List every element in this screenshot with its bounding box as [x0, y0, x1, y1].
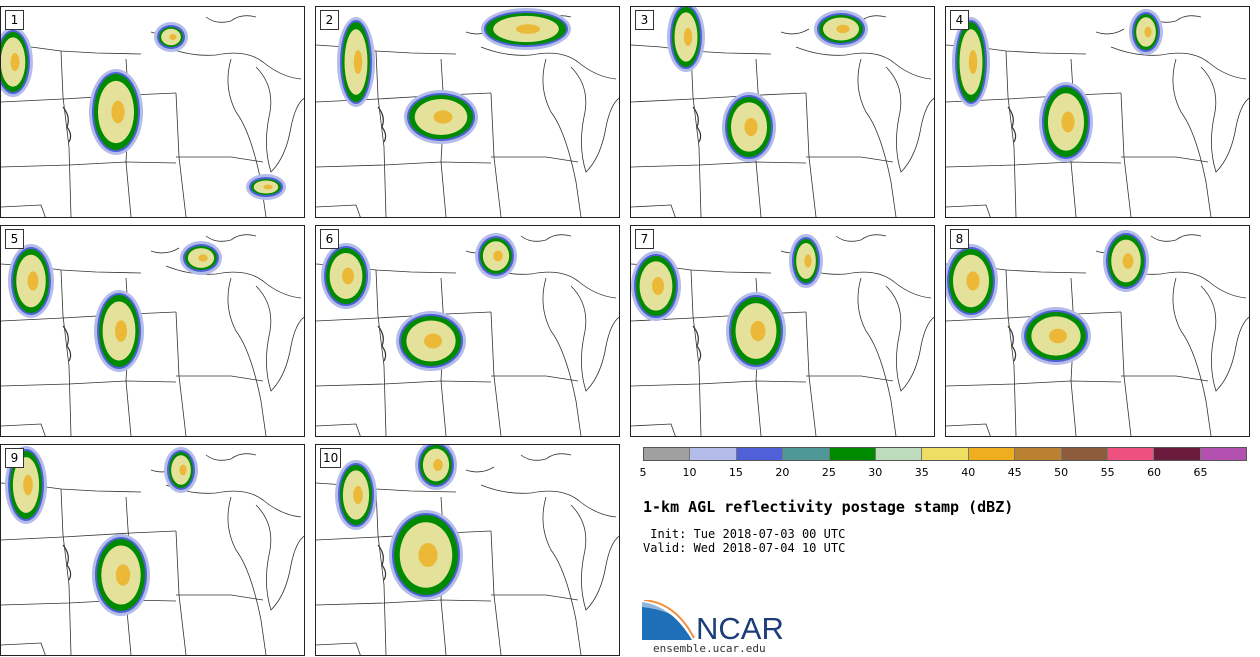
stamp-panel-10: 10	[315, 444, 620, 656]
ncar-logo-text: NCAR	[696, 611, 784, 645]
stamp-map	[316, 8, 619, 217]
ncar-logo: NCAR	[642, 600, 784, 645]
storm-hot	[418, 543, 438, 567]
stamp-map	[1, 234, 304, 436]
colorbar-segment	[1015, 448, 1062, 460]
colorbar-tick: 20	[775, 466, 790, 479]
storm-hot	[353, 486, 363, 504]
panel-number: 6	[320, 229, 339, 249]
storm-hot	[111, 100, 125, 124]
stamp-panel-3: 3	[630, 6, 935, 218]
panel-number: 3	[635, 10, 654, 30]
panel-number: 10	[320, 448, 342, 468]
colorbar-segment	[644, 448, 691, 460]
colorbar-segment	[922, 448, 969, 460]
colorbar-segment	[829, 448, 876, 460]
storm-hot	[968, 50, 978, 74]
stamp-panel-9: 9	[0, 444, 305, 656]
init-time: Init: Tue 2018-07-03 00 UTC	[643, 527, 846, 541]
stamp-panel-2: 2	[315, 6, 620, 218]
colorbar-segment	[1154, 448, 1201, 460]
storm-hot	[1061, 111, 1075, 133]
colorbar-tick: 5	[639, 466, 647, 479]
storm-hot	[27, 271, 39, 291]
colorbar-segment	[968, 448, 1016, 460]
stamp-panel-7: 7	[630, 225, 935, 437]
storm-hot	[198, 254, 208, 262]
colorbar-tick: 25	[821, 466, 836, 479]
panel-number: 2	[320, 10, 339, 30]
panel-number: 4	[950, 10, 969, 30]
stamp-panel-5: 5	[0, 225, 305, 437]
storm-hot	[115, 320, 127, 342]
storm-hot	[1144, 26, 1152, 38]
colorbar-segment	[690, 448, 737, 460]
colorbar-tick: 30	[868, 466, 883, 479]
logo-url: ensemble.ucar.edu	[653, 642, 766, 655]
storm-hot	[433, 459, 443, 471]
panel-number: 1	[5, 10, 24, 30]
panel-number: 9	[5, 448, 24, 468]
storm-hot	[10, 53, 20, 71]
stamp-panel-8: 8	[945, 225, 1250, 437]
colorbar-tick: 15	[728, 466, 743, 479]
storm-hot	[750, 320, 766, 342]
colorbar-tick: 35	[914, 466, 929, 479]
storm-hot	[493, 250, 503, 262]
stamp-map	[316, 445, 619, 655]
stamp-map	[316, 233, 619, 436]
colorbar-tick: 65	[1193, 466, 1208, 479]
valid-time: Valid: Wed 2018-07-04 10 UTC	[643, 541, 846, 555]
stamp-map	[1, 446, 304, 655]
stamp-panel-4: 4	[945, 6, 1250, 218]
storm-hot	[433, 110, 453, 124]
colorbar-segment	[1061, 448, 1108, 460]
storm-hot	[804, 254, 812, 268]
storm-hot	[263, 184, 273, 190]
stamp-panel-1: 1	[0, 6, 305, 218]
stamp-map	[631, 234, 934, 436]
stamp-map	[631, 7, 934, 217]
colorbar-segment	[783, 448, 830, 460]
reflectivity-colorbar	[643, 447, 1247, 461]
stamp-map	[946, 9, 1249, 217]
storm-hot	[1122, 253, 1134, 269]
storm-hot	[836, 24, 850, 34]
colorbar-segment	[736, 448, 784, 460]
storm-hot	[683, 28, 693, 46]
colorbar-tick: 55	[1100, 466, 1115, 479]
colorbar-segment	[875, 448, 923, 460]
colorbar-tick: 45	[1007, 466, 1022, 479]
storm-hot	[424, 333, 442, 349]
storm-hot	[744, 118, 758, 136]
colorbar-tick: 10	[682, 466, 697, 479]
storm-hot	[179, 464, 187, 476]
storm-hot	[169, 34, 177, 40]
storm-hot	[516, 24, 540, 34]
panel-number: 8	[950, 229, 969, 249]
stamp-map	[1, 15, 304, 217]
plot-title: 1-km AGL reflectivity postage stamp (dBZ…	[643, 498, 1014, 516]
colorbar-tick: 40	[961, 466, 976, 479]
panel-number: 5	[5, 229, 24, 249]
colorbar-segment	[1107, 448, 1155, 460]
colorbar-tick: 60	[1147, 466, 1162, 479]
storm-hot	[966, 271, 980, 291]
storm-hot	[115, 564, 131, 586]
colorbar-segment	[1200, 448, 1247, 460]
colorbar-tick: 50	[1054, 466, 1069, 479]
storm-hot	[23, 474, 33, 496]
storm-hot	[652, 277, 664, 295]
storm-hot	[1049, 328, 1067, 344]
storm-hot	[342, 267, 354, 285]
panel-number: 7	[635, 229, 654, 249]
stamp-map	[946, 230, 1249, 436]
stamp-panel-6: 6	[315, 225, 620, 437]
storm-hot	[353, 50, 363, 74]
